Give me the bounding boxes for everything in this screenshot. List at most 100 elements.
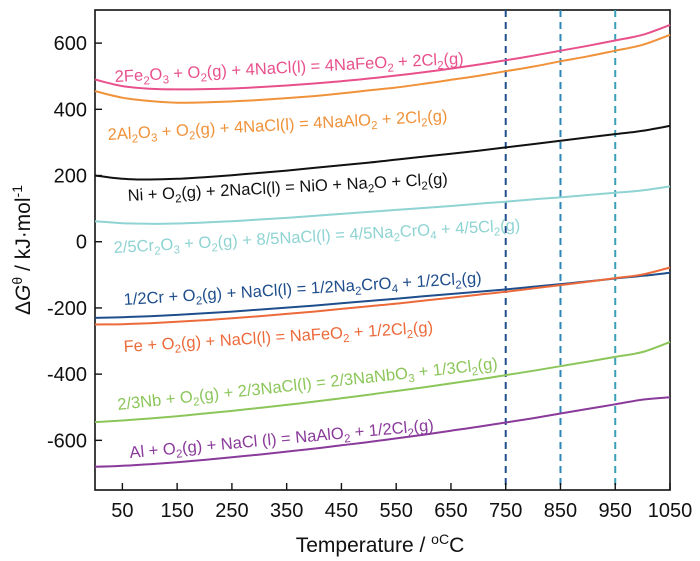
series-label-3-part-6: (g) [427,170,448,189]
series-label-5-part-7: 2 [455,279,462,291]
series-label-4-part-1: 2 [154,245,161,257]
x-axis-ticks: 50 150 250 350 450 550 650 750 850 950 1050 [111,483,692,522]
series-label-1-part-3: 3 [162,74,169,86]
series-label-4-part-2: O [160,236,174,255]
series-label-7-part-6: (g) [477,355,499,375]
series-label-1-part-5: 2 [200,72,207,84]
x-tick-label-750: 750 [489,500,522,522]
series-label-3-part-1: 2 [175,193,182,205]
x-tick-label-450: 450 [325,500,358,522]
series-label-1-part-9: 2 [437,60,444,72]
series-label-7-part-5: 2 [471,366,479,379]
series-label-5-part-0: 1/2Cr + O [123,287,196,309]
y-tick-label--200: -200 [47,298,87,320]
x-tick-label-550: 550 [380,500,413,522]
y-axis-symbol: G [12,285,35,301]
y-tick-label--600: -600 [47,430,87,452]
y-tick-label-400: 400 [54,99,87,121]
series-line-2 [94,33,671,104]
series-labels: 2Fe2O3 + O2(g) + 4NaCl(l) = 4NaFeO2 + 2C… [107,50,521,462]
x-tick-label-50: 50 [111,500,133,522]
series-label-7-part-3: 3 [408,373,416,386]
series-label-3-part-3: 2 [368,183,375,195]
series-label-4-part-8: CrO [399,221,430,241]
series-label-8-part-0: Al + O [129,440,177,462]
y-tick-label-600: 600 [54,33,87,55]
series-label-1-part-10: (g) [443,50,464,69]
series-line-4 [94,185,671,225]
series-label-4-part-4: + O [179,234,212,254]
series-label-2-part-1: 2 [132,133,139,145]
series-label-6-part-1: 2 [174,343,181,355]
x-tick-label-150: 150 [160,500,193,522]
series-label-6-part-0: Fe + O [123,335,175,356]
series-label-1-part-2: O [149,66,163,85]
series-label-5-part-4: CrO [361,275,392,295]
series-label-4-part-11: 2 [494,226,501,238]
series-label-8-part-1: 2 [176,448,183,461]
series-label-5-part-3: 2 [355,285,362,297]
x-tick-label-350: 350 [270,500,303,522]
series-label-1-part-8: + 2Cl [393,51,437,71]
series-label-4-part-9: 4 [430,230,438,242]
series-label-8-part-3: 2 [344,433,351,446]
series-label-5-part-1: 2 [196,295,203,307]
series-lines [94,23,671,468]
series-line-3 [94,124,671,181]
series-label-2-part-2: O [137,124,151,143]
x-axis-title-text: Temperature / [296,534,431,557]
series-label-2-part-10: (g) [427,107,448,126]
series-label-1-part-0: 2Fe [114,67,143,86]
reference-lines [504,10,617,490]
y-tick-label-200: 200 [54,166,87,188]
series-label-2-part-7: 2 [371,120,378,132]
series-label-3-part-0: Ni + O [127,185,175,205]
series-label-6-part-3: 2 [343,333,350,345]
x-axis-unit-c: C [449,534,464,557]
series-label-1-part-4: + O [168,64,201,84]
y-axis-delta: Δ [12,301,35,315]
y-tick-label-0: 0 [76,232,87,254]
series-label-6-part-6: (g) [412,319,433,338]
x-tick-label-1050: 1050 [648,500,693,522]
series-line-7 [94,341,671,424]
y-axis-unit: / kJ·mol [12,197,35,276]
series-label-7-part-1: 2 [193,396,201,409]
series-label-2-part-3: 3 [151,132,158,144]
series-line-6 [94,266,671,326]
y-axis-ticks: -600 -400 -200 0 200 400 600 [47,33,102,452]
x-tick-label-250: 250 [215,500,248,522]
y-axis-title: ΔGθ / kJ·mol-1 [9,185,35,315]
series-label-5-part-5: 4 [391,283,399,295]
y-tick-label--400: -400 [47,364,87,386]
series-label-1-part-7: 2 [387,62,394,74]
series-label-3-part-5: 2 [421,180,428,192]
series-label-2-part-9: 2 [421,117,428,129]
x-axis-title: Temperature / oCC [296,531,464,557]
series-label-6-part-4: + 1/2Cl [349,320,407,342]
series-label-4-part-0: 2/5Cr [113,237,155,257]
x-tick-label-950: 950 [599,500,632,522]
series-line-1 [94,23,671,91]
series-label-4-part-3: 3 [173,244,180,256]
series-label-4-part-12: (g) [500,216,521,235]
series-label-5-part-6: + 1/2Cl [397,271,455,292]
series-label-5-part-8: (g) [461,269,482,288]
series-label-2-part-8: + 2Cl [377,109,421,129]
x-axis-unit-sup: oC [431,531,449,547]
series-label-8-part-5: 2 [407,427,414,440]
series-line-8 [94,396,671,468]
x-tick-label-650: 650 [434,500,467,522]
plot-area-frame [94,9,671,491]
y-axis-sup: θ [9,277,25,285]
series-label-8-part-4: + 1/2Cl [349,419,408,442]
series-label-4-part-7: 2 [393,232,400,244]
series-label-4-part-5: 2 [211,242,218,254]
series-label-2-part-0: 2Al [107,125,132,144]
series-label-6-part-5: 2 [406,329,413,341]
series-label-1-part-1: 2 [143,75,150,87]
series-label-2-part-4: + O [157,121,190,141]
series-label-3-part-4: O + Cl [374,172,422,192]
x-tick-label-850: 850 [544,500,577,522]
